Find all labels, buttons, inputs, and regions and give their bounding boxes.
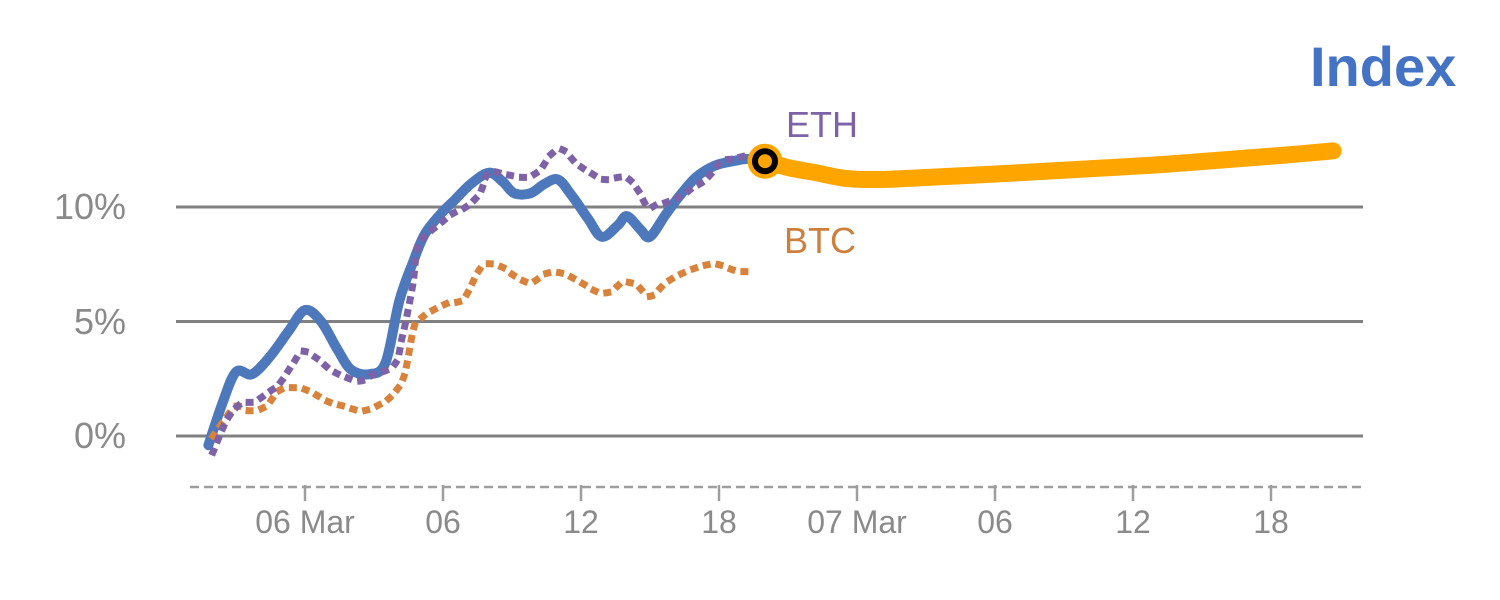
- y-tick-label: 5%: [73, 300, 126, 342]
- series-line-index-projection: [756, 142, 1342, 189]
- x-tick-label: 18: [1253, 504, 1289, 540]
- y-tick-label: 0%: [73, 415, 126, 456]
- btc-series-label: BTC: [784, 220, 856, 261]
- series-line-eth: [208, 145, 747, 457]
- eth-series-label: ETH: [786, 104, 858, 145]
- series-line-index: [203, 153, 770, 451]
- y-tick-label: 10%: [53, 186, 126, 227]
- x-tick-label: 06 Mar: [255, 504, 355, 540]
- gridlines: [176, 205, 1363, 438]
- x-tick-label: 18: [701, 504, 737, 540]
- x-tick-label: 07 Mar: [807, 504, 907, 540]
- x-tick-label: 06: [425, 504, 461, 540]
- x-tick-label: 12: [563, 504, 599, 540]
- x-tick-label: 12: [1115, 504, 1151, 540]
- x-axis: [190, 485, 1365, 501]
- chart-series: [203, 142, 1342, 457]
- x-tick-label: 06: [977, 504, 1013, 540]
- page-title: Index: [1310, 35, 1457, 98]
- series-line-btc: [208, 260, 760, 441]
- current-point-marker: [747, 143, 783, 179]
- marker-ring: [752, 148, 778, 175]
